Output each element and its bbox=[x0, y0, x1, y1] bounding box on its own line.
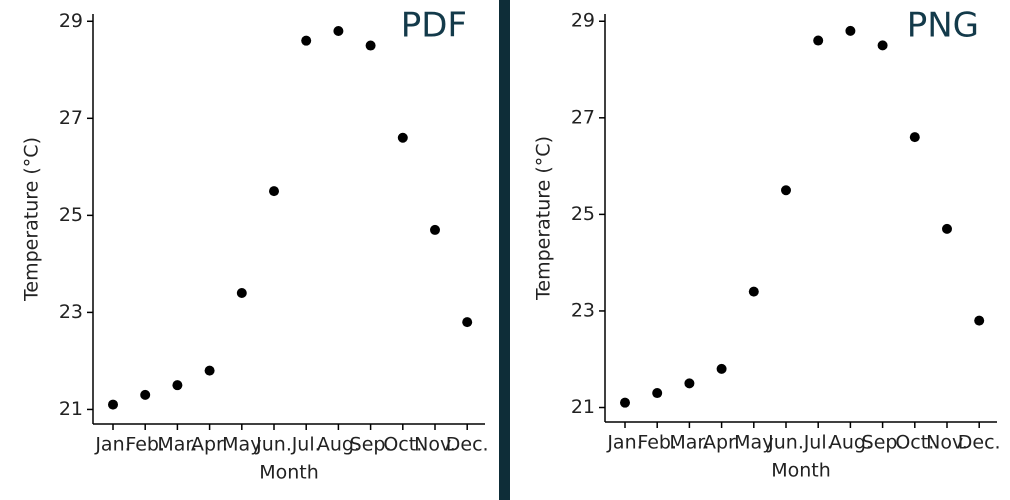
x-tick-label: Sep. bbox=[862, 432, 904, 454]
y-tick-label: 21 bbox=[59, 398, 83, 420]
x-tick-label: Jul. bbox=[803, 432, 833, 454]
x-tick-label: Nov. bbox=[414, 434, 456, 456]
x-tick-label: Dec. bbox=[958, 432, 1001, 454]
x-tick-label: Sep. bbox=[350, 434, 392, 456]
y-tick-label: 29 bbox=[59, 10, 83, 32]
y-axis-label: Temperature (°C) bbox=[533, 136, 555, 301]
x-tick-label: Jun. bbox=[255, 434, 292, 456]
point bbox=[974, 315, 985, 326]
point bbox=[301, 35, 312, 46]
annotation: PDF bbox=[401, 6, 467, 46]
y-axis-label: Temperature (°C) bbox=[21, 137, 43, 302]
point bbox=[716, 363, 727, 374]
x-tick-label: Mar. bbox=[669, 432, 709, 454]
x-tick-label: Apr. bbox=[191, 434, 228, 456]
point bbox=[269, 186, 279, 197]
x-tick-label: Aug. bbox=[829, 432, 872, 454]
x-tick-label: Dec. bbox=[446, 434, 489, 456]
point bbox=[462, 317, 473, 328]
x-tick-label: Jun. bbox=[767, 432, 804, 454]
point bbox=[748, 286, 759, 297]
x-tick-label: May bbox=[734, 432, 773, 454]
x-tick-label: Oct. bbox=[895, 432, 934, 454]
x-tick-label: Nov. bbox=[926, 432, 968, 454]
x-tick-label: Oct. bbox=[383, 434, 422, 456]
x-tick-label: Mar. bbox=[157, 434, 197, 456]
x-tick-label: Jul. bbox=[291, 434, 321, 456]
point bbox=[172, 380, 183, 391]
divider bbox=[499, 0, 510, 500]
x-axis-label: Month bbox=[771, 460, 831, 482]
point bbox=[397, 132, 408, 143]
x-tick-label: Aug. bbox=[317, 434, 360, 456]
y-tick-label: 29 bbox=[571, 10, 595, 32]
x-tick-label: Jan. bbox=[606, 432, 642, 454]
x-tick-label: Feb. bbox=[637, 432, 677, 454]
point bbox=[430, 224, 440, 235]
x-axis-label: Month bbox=[259, 462, 319, 484]
x-tick-label: Jan. bbox=[94, 434, 130, 456]
point bbox=[236, 287, 247, 298]
y-tick-label: 25 bbox=[571, 203, 595, 225]
point bbox=[942, 223, 952, 234]
x-tick-label: May bbox=[222, 434, 261, 456]
point bbox=[781, 185, 791, 196]
point bbox=[140, 389, 151, 400]
y-tick-label: 23 bbox=[571, 299, 595, 321]
x-tick-label: Feb. bbox=[125, 434, 165, 456]
point bbox=[204, 365, 215, 376]
point bbox=[365, 40, 376, 51]
point bbox=[652, 388, 663, 399]
point bbox=[877, 40, 888, 51]
y-tick-label: 21 bbox=[571, 396, 595, 418]
point bbox=[620, 397, 630, 408]
point bbox=[845, 25, 856, 36]
annotation: PNG bbox=[907, 6, 979, 46]
point bbox=[813, 35, 824, 46]
y-tick-label: 23 bbox=[59, 301, 83, 323]
point bbox=[333, 25, 344, 36]
point bbox=[108, 399, 118, 410]
y-tick-label: 25 bbox=[59, 204, 83, 226]
y-tick-label: 27 bbox=[59, 107, 83, 129]
point bbox=[909, 132, 920, 143]
y-tick-label: 27 bbox=[571, 106, 595, 128]
x-tick-label: Apr. bbox=[703, 432, 740, 454]
point bbox=[684, 378, 695, 389]
